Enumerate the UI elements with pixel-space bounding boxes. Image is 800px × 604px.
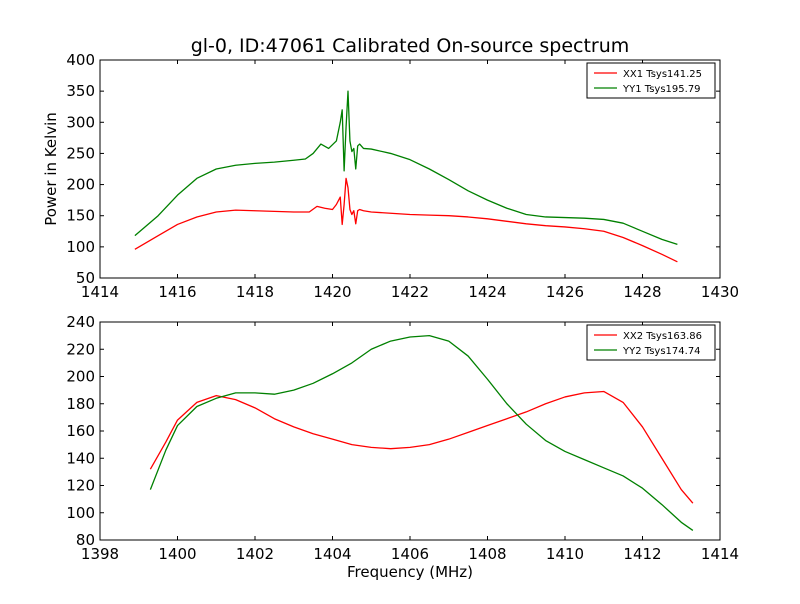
x-tick-label: 1428	[623, 283, 661, 301]
x-tick-label: 1414	[81, 283, 119, 301]
legend-label: XX1 Tsys141.25	[623, 69, 702, 80]
x-tick-label: 1398	[81, 545, 119, 563]
y-tick-label: 400	[66, 51, 95, 69]
legend-label: XX2 Tsys163.86	[623, 331, 702, 342]
legend-box	[586, 62, 716, 99]
x-tick-label: 1420	[313, 283, 351, 301]
y-tick-label: 240	[66, 313, 95, 331]
x-tick-label: 1404	[313, 545, 351, 563]
top-spectrum-panel: 1414 1416 1418 1420 1422 1424 1426 1428 1430 50 10…	[42, 51, 739, 301]
series-line-0-1	[134, 90, 678, 245]
y-tick-label: 250	[66, 144, 95, 162]
y-tick-label: 220	[66, 340, 95, 358]
series-line-1-1	[149, 334, 694, 531]
y-tick-label: 80	[76, 531, 95, 549]
x-tick-label: 1416	[158, 283, 196, 301]
y-tick-label: 100	[66, 238, 95, 256]
x-tick-label: 1402	[236, 545, 274, 563]
y-tick-label: 140	[66, 449, 95, 467]
y-tick-label: 150	[66, 207, 95, 225]
x-tick-label: 1422	[391, 283, 429, 301]
y-tick-label: 180	[66, 395, 95, 413]
x-tick-label: 1412	[623, 545, 661, 563]
y-tick-label: 200	[66, 176, 95, 194]
legend: XX2 Tsys163.86 YY2 Tsys174.74	[586, 324, 716, 361]
x-tick-label: 1414	[701, 545, 739, 563]
y-tick-label: 50	[76, 269, 95, 287]
y-tick-label: 100	[66, 504, 95, 522]
x-tick-label: 1400	[158, 545, 196, 563]
x-tick-label: 1408	[468, 545, 506, 563]
x-tick-label: 1410	[546, 545, 584, 563]
y-tick-label: 160	[66, 422, 95, 440]
x-axis-label: Frequency (MHz)	[347, 563, 473, 581]
x-tick-label: 1406	[391, 545, 429, 563]
x-tick-label: 1424	[468, 283, 506, 301]
legend: XX1 Tsys141.25 YY1 Tsys195.79	[586, 62, 716, 99]
series-line-0-0	[134, 177, 678, 263]
y-tick-label: 300	[66, 113, 95, 131]
y-tick-label: 350	[66, 82, 95, 100]
figure-title: gl-0, ID:47061 Calibrated On-source spec…	[191, 35, 630, 57]
legend-label: YY2 Tsys174.74	[622, 346, 701, 357]
y-tick-label: 200	[66, 368, 95, 386]
x-tick-label: 1418	[236, 283, 274, 301]
x-tick-label: 1430	[701, 283, 739, 301]
series-line-1-0	[149, 390, 694, 504]
legend-label: YY1 Tsys195.79	[622, 84, 701, 95]
legend-box	[586, 324, 716, 361]
x-tick-label: 1426	[546, 283, 584, 301]
y-axis-label: Power in Kelvin	[42, 112, 60, 226]
bottom-spectrum-panel: 1398 1400 1402 1404 1406 1408 1410 1412 1414 80 10…	[66, 313, 739, 581]
y-tick-label: 120	[66, 477, 95, 495]
